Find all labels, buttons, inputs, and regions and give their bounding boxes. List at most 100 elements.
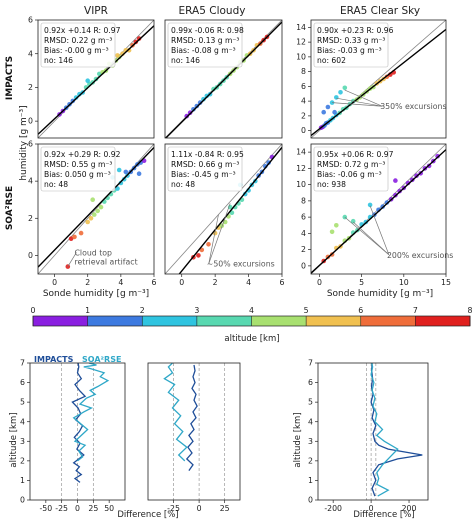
x-tick-label: 6 [280,278,285,287]
data-point [85,219,90,225]
x-tick-label: -200 [324,504,342,513]
stats-line: 0.92x +0.29 R: 0.92 [44,150,121,159]
y-tick-label: 4 [28,49,33,58]
axes-frame [37,19,155,139]
shared-y-label: humidity [g m⁻³] [19,105,29,180]
stats-line: no: 938 [317,180,346,189]
annotation-arrows [208,203,231,264]
x-tick-label: -25 [55,504,68,513]
stats-line: 1.11x -0.84 R: 0.95 [171,150,244,159]
colorbar-tick-label: 0 [31,306,36,315]
annotation-arrows [344,205,390,256]
y-tick-label: 3 [308,437,313,446]
x-tick-label: 25 [220,504,230,513]
y-tick-label: 7 [20,359,25,368]
x-tick-label: 4 [246,278,251,287]
y-tick-label: 0 [28,251,33,260]
colorbar-segment [196,316,252,326]
stats-box-bg [313,146,389,192]
x-tick-label: 4 [118,278,123,287]
y-tick-label: 4 [308,417,313,426]
data-point [367,202,373,208]
stats-line: RMSD: 0.66 g m⁻³ [171,160,239,169]
data-point [98,204,104,210]
data-point [72,234,77,240]
data-point [116,167,122,173]
annotation-text: Cloud top [74,248,112,257]
y-tick-label: 0 [28,117,33,126]
stats-line: Bias: -0.08 g m⁻³ [171,46,236,55]
profile-y-label-left: altitude [km] [9,412,19,467]
axes-frame [317,362,429,501]
annotation-arrow [369,205,390,255]
plot-area [61,363,110,500]
colorbar-segment [87,316,143,326]
colorbar-tick-label: 4 [249,306,254,315]
annotation-text: 200% excursions [387,251,453,260]
fit-line [311,28,446,137]
stats-line: no: 48 [171,180,195,189]
stats-line: Bias: -0.45 g m⁻³ [171,170,236,179]
data-point [194,103,200,109]
colorbar-label: altitude [km] [224,334,279,344]
plot-area [311,144,446,274]
colorbar: 0 1 2 3 4 5 6 7 8 [31,306,473,327]
stats-box-bg [167,22,243,68]
data-point [126,48,132,53]
plot-area [38,144,154,274]
data-point [338,90,343,95]
y-tick-label: 12 [296,164,306,173]
colorbar-segment [142,316,198,326]
y-tick-label: 4 [20,417,25,426]
annotation-arrow [352,221,390,256]
colorbar-tick-label: 5 [304,306,309,315]
stats-box-bg [313,22,389,68]
y-tick-label: 8 [301,67,306,76]
data-point [201,96,206,102]
series-line-impacts [71,363,87,483]
y-tick-label: 14 [296,23,306,32]
data-point [78,230,84,236]
stats-line: 0.90x +0.23 R: 0.96 [317,26,394,35]
column-title-vipr: VIPR [84,5,108,17]
column-title-era5-clear: ERA5 Clear Sky [340,5,420,17]
colorbar-tick-label: 3 [194,306,199,315]
data-point [121,177,127,182]
fit-line [165,21,282,138]
stats-line: RMSD: 0.13 g m⁻³ [171,36,239,45]
stats-line: 0.99x -0.06 R: 0.98 [171,26,244,35]
x-tick-label: 0 [317,278,322,287]
y-tick-label: 1 [308,476,313,485]
data-point [85,78,90,83]
x-tick-label: 2 [85,278,90,287]
row-label-soarse: SOA²RSE [5,186,15,230]
data-point [435,153,440,159]
y-tick-label: 12 [296,38,306,47]
y-tick-label: 6 [301,82,306,91]
y-tick-label: 6 [28,16,33,25]
y-tick-label: 4 [28,177,33,186]
stats-line: 0.95x +0.06 R: 0.97 [317,150,394,159]
axes-frame [164,143,283,275]
y-tick-label: 7 [308,359,313,368]
fit-line [178,146,282,274]
stats-box-bg [40,22,116,68]
annotation-arrow [336,97,383,107]
stats-line: no: 602 [317,56,346,65]
y-tick-label: 2 [301,245,306,254]
stats-line: no: 48 [44,180,68,189]
axes-frame [310,19,447,139]
row-label-impacts: IMPACTS [5,56,15,100]
y-tick-label: 2 [301,111,306,120]
annotation-arrows [67,252,77,267]
data-point [393,178,398,183]
stats-line: RMSD: 0.72 g m⁻³ [317,160,385,169]
